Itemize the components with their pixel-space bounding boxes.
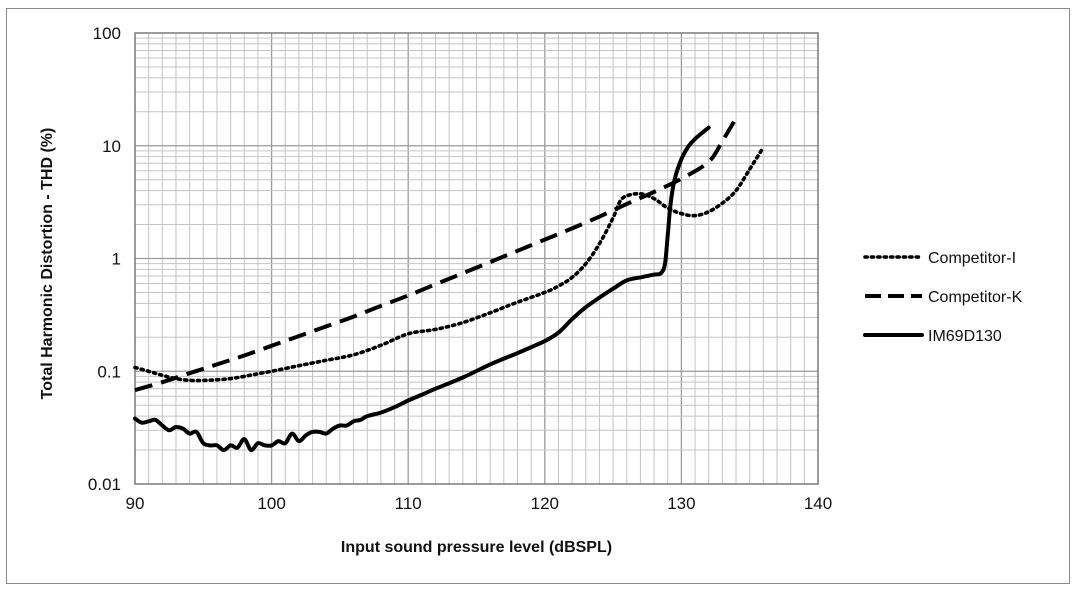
x-tick-label: 120 [531, 494, 559, 513]
y-tick-label: 0.01 [88, 475, 121, 494]
grid [135, 33, 818, 484]
x-tick-label: 90 [126, 494, 145, 513]
y-axis-label: Total Harmonic Distortion - THD (%) [39, 128, 56, 400]
x-tick-label: 140 [804, 494, 832, 513]
y-tick-label: 1 [112, 250, 121, 269]
y-tick-label: 100 [93, 24, 121, 43]
x-tick-label: 110 [395, 494, 422, 513]
y-tick-label: 10 [102, 137, 121, 156]
x-tick-label: 100 [257, 494, 285, 513]
legend-label: Competitor-I [928, 250, 1016, 267]
y-tick-label: 0.1 [97, 362, 121, 381]
series [133, 117, 766, 453]
plot-area [134, 32, 819, 485]
series-line-competitor-k [134, 117, 738, 393]
legend-label: Competitor-K [928, 289, 1023, 306]
x-tick-label: 130 [667, 494, 695, 513]
legend: Competitor-I Competitor-K IM69D130 [863, 250, 1023, 345]
series-line-competitor-i [133, 145, 766, 383]
legend-label: IM69D130 [928, 328, 1002, 345]
series-line-im69d130 [133, 125, 711, 453]
x-axis-label: Input sound pressure level (dBSPL) [341, 539, 612, 556]
